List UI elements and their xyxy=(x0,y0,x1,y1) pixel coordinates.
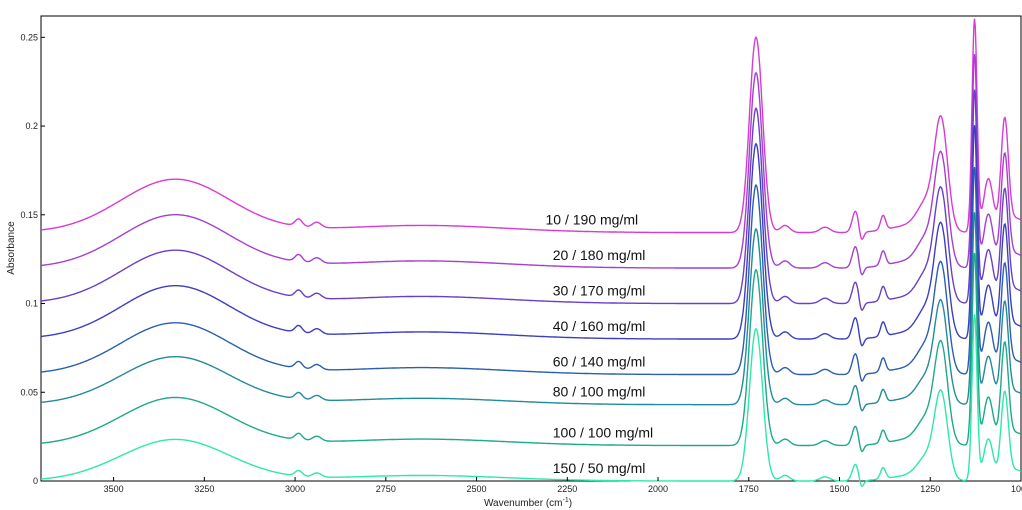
y-tick-label: 0.2 xyxy=(25,121,38,131)
x-tick-label: 3500 xyxy=(104,484,124,494)
series-line xyxy=(40,18,1022,241)
series-line xyxy=(41,167,1022,382)
y-tick-label: 0.1 xyxy=(25,299,38,309)
series-label: 20 / 180 mg/ml xyxy=(553,247,646,263)
y-tick-label: 0 xyxy=(33,476,38,486)
x-tick-label: 3250 xyxy=(194,484,214,494)
series-layer xyxy=(40,18,1022,488)
plot-border xyxy=(40,15,1022,482)
series-line xyxy=(40,125,1022,347)
series-line xyxy=(41,314,1022,488)
x-tick-label: 2250 xyxy=(557,484,577,494)
y-tick-label: 0.05 xyxy=(20,387,38,397)
axes: 3500 3250 3000 2750 2500 2250 2000 1750 1500 1250… xyxy=(20,32,1022,494)
x-tick-label: 2500 xyxy=(467,484,487,494)
x-tick-label: 3000 xyxy=(285,484,305,494)
series-label: 30 / 170 mg/ml xyxy=(553,283,646,299)
y-axis-title: Absorbance xyxy=(6,221,17,275)
series-line xyxy=(40,54,1022,276)
series-labels: 10 / 190 mg/ml 20 / 180 mg/ml 30 / 170 mg/… xyxy=(546,212,654,476)
plot-frame xyxy=(40,15,1022,482)
y-tick-label: 0.15 xyxy=(20,210,38,220)
x-tick-label: 2000 xyxy=(648,484,668,494)
series-label: 10 / 190 mg/ml xyxy=(546,212,639,228)
x-axis-title: Wavenumber (cm-1) xyxy=(484,497,572,509)
series-line xyxy=(40,252,1022,453)
x-tick-label: 1500 xyxy=(830,484,850,494)
x-tick-label: 2750 xyxy=(376,484,396,494)
series-label: 40 / 160 mg/ml xyxy=(553,318,646,334)
series-label: 150 / 50 mg/ml xyxy=(553,460,646,476)
series-line xyxy=(40,89,1022,312)
series-label: 100 / 100 mg/ml xyxy=(553,425,653,441)
y-tick-label: 0.25 xyxy=(20,32,38,42)
series-line xyxy=(40,212,1022,412)
x-tick-label: 1750 xyxy=(739,484,759,494)
series-label: 60 / 140 mg/ml xyxy=(553,354,646,370)
series-label: 80 / 100 mg/ml xyxy=(553,384,646,400)
x-tick-label: 1250 xyxy=(920,484,940,494)
